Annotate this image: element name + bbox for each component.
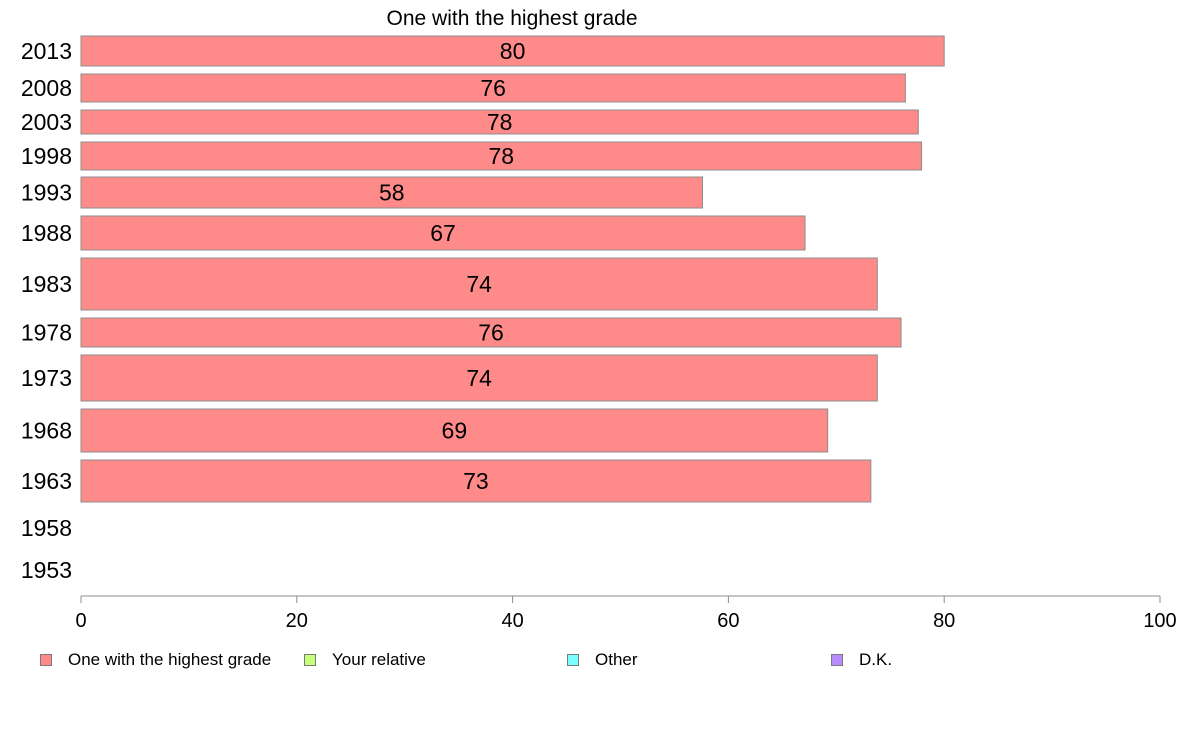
y-tick-label: 1993 xyxy=(21,180,72,206)
legend-swatch xyxy=(40,654,52,666)
bar xyxy=(80,408,829,453)
y-tick-label: 1953 xyxy=(21,557,72,583)
x-tick-label: 60 xyxy=(717,610,739,632)
bar xyxy=(80,35,945,67)
bar xyxy=(80,109,919,135)
x-tick-label: 100 xyxy=(1143,610,1176,632)
bar-data-label: 73 xyxy=(463,468,489,494)
legend-swatch xyxy=(831,654,843,666)
bar-data-label: 74 xyxy=(466,271,492,297)
bar xyxy=(80,73,906,103)
legend-item-dk: D.K. xyxy=(831,648,892,672)
legend-item-your-relative: Your relative xyxy=(304,648,426,672)
x-tick-label: 20 xyxy=(286,610,308,632)
bar xyxy=(80,459,872,503)
y-tick-label: 2008 xyxy=(21,75,72,101)
bar-data-label: 80 xyxy=(500,38,526,64)
bar-data-label: 78 xyxy=(488,143,514,169)
legend-label: Other xyxy=(595,650,638,669)
y-tick-label: 2013 xyxy=(21,38,72,64)
y-tick-label: 1983 xyxy=(21,271,72,297)
bar-data-label: 69 xyxy=(442,418,468,444)
y-tick-label: 2003 xyxy=(21,109,72,135)
bar-data-label: 58 xyxy=(379,180,405,206)
legend-item-highest-grade: One with the highest grade xyxy=(40,648,271,672)
y-tick-label: 1978 xyxy=(21,320,72,346)
bar-data-label: 76 xyxy=(478,320,504,346)
legend-label: D.K. xyxy=(859,650,893,669)
bar xyxy=(80,257,878,311)
legend-item-other: Other xyxy=(567,648,638,672)
legend-label: Your relative xyxy=(332,650,426,669)
bar-data-label: 67 xyxy=(430,220,456,246)
bar xyxy=(80,354,878,402)
bar xyxy=(80,141,923,171)
bar xyxy=(80,215,806,251)
legend: One with the highest grade Your relative… xyxy=(0,648,1188,672)
legend-swatch xyxy=(567,654,579,666)
y-tick-label: 1968 xyxy=(21,418,72,444)
bar-data-label: 74 xyxy=(466,365,492,391)
legend-swatch xyxy=(304,654,316,666)
bar xyxy=(80,176,704,209)
y-tick-label: 1963 xyxy=(21,468,72,494)
legend-label: One with the highest grade xyxy=(68,650,272,669)
bar-data-label: 78 xyxy=(487,109,513,135)
x-tick-label: 40 xyxy=(501,610,523,632)
y-tick-label: 1988 xyxy=(21,220,72,246)
y-tick-label: 1973 xyxy=(21,365,72,391)
x-tick-label: 80 xyxy=(933,610,955,632)
y-tick-label: 1958 xyxy=(21,515,72,541)
bar xyxy=(80,317,902,348)
x-tick-label: 0 xyxy=(75,610,86,632)
y-tick-label: 1998 xyxy=(21,143,72,169)
bar-data-label: 76 xyxy=(480,75,506,101)
chart-title: One with the highest grade xyxy=(386,7,638,30)
